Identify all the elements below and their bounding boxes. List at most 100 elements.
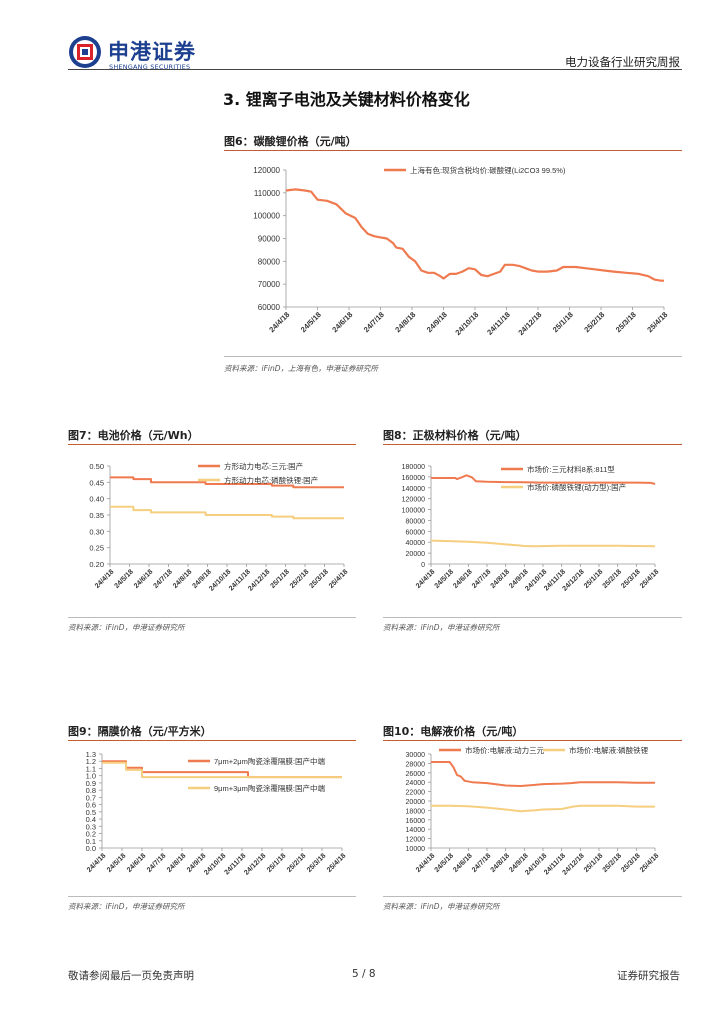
fig9-y-tick-label: 0.1 bbox=[86, 837, 96, 846]
fig7-x-tick-label: 25/3/18 bbox=[308, 568, 330, 590]
fig9-y-tick-label: 1.0 bbox=[86, 772, 96, 781]
fig7-x-tick-label: 24/6/18 bbox=[133, 568, 155, 590]
page-number: 5 / 8 bbox=[352, 968, 376, 980]
footer-disclaimer: 敬请参阅最后一页免责声明 bbox=[68, 970, 194, 982]
fig6-y-tick-label: 110000 bbox=[254, 189, 281, 198]
fig6-x-tick-label: 24/12/18 bbox=[516, 310, 543, 337]
fig10-legend-label-1: 市场价:电解液:磷酸铁锂 bbox=[569, 745, 649, 755]
fig10-x-tick-label: 25/2/18 bbox=[602, 852, 624, 874]
report-type-label: 电力设备行业研究周报 bbox=[565, 55, 680, 69]
fig9-y-tick-label: 0.7 bbox=[86, 793, 96, 802]
fig8-y-tick-label: 20000 bbox=[406, 551, 426, 558]
fig9-series-line-1 bbox=[102, 761, 342, 779]
fig10-y-tick-label: 24000 bbox=[406, 780, 426, 787]
fig8-y-tick-label: 120000 bbox=[402, 497, 425, 504]
fig8-x-tick-label: 25/1/18 bbox=[583, 568, 605, 590]
fig7-x-tick-label: 24/8/18 bbox=[172, 568, 194, 590]
fig9-bottom-rule bbox=[68, 896, 356, 897]
fig10-series-line-1 bbox=[431, 804, 655, 813]
fig7-y-tick-label: 0.35 bbox=[89, 511, 104, 520]
fig9-y-tick-label: 0.0 bbox=[86, 844, 96, 853]
fig8-x-tick-label: 24/6/18 bbox=[452, 568, 474, 590]
fig9-y-tick-label: 0.2 bbox=[86, 830, 96, 839]
fig10-x-tick-label: 24/8/18 bbox=[490, 852, 512, 874]
fig6-x-tick-label: 25/4/18 bbox=[645, 310, 669, 334]
fig8-x-tick-label: 24/8/18 bbox=[490, 568, 512, 590]
fig6-x-tick-label: 24/10/18 bbox=[453, 310, 480, 337]
fig10-y-tick-label: 14000 bbox=[406, 827, 426, 834]
fig7-legend-label-1: 方形动力电芯:磷酸铁锂:国产 bbox=[224, 475, 318, 485]
fig9-title: 图9：隔膜价格（元/平方米） bbox=[68, 725, 212, 738]
fig6-x-tick-label: 24/6/18 bbox=[330, 310, 354, 334]
fig10-x-tick-label: 24/4/18 bbox=[415, 852, 437, 874]
fig8-top-rule bbox=[383, 444, 682, 445]
fig10-x-tick-label: 24/6/18 bbox=[452, 852, 474, 874]
fig7-source: 资料来源：iFinD，申港证券研究所 bbox=[68, 623, 185, 632]
fig10-y-tick-label: 26000 bbox=[406, 771, 426, 778]
fig6-x-tick-label: 24/9/18 bbox=[425, 310, 449, 334]
fig10-x-tick-label: 24/7/18 bbox=[471, 852, 493, 874]
fig9-x-tick-label: 25/1/18 bbox=[266, 852, 288, 874]
company-name-cn: 申港证券 bbox=[108, 40, 196, 64]
fig8-title: 图8：正极材料价格（元/吨） bbox=[383, 429, 527, 442]
fig10-chart: 30000 28000 26000 24000 22000 20000 18000 16000… bbox=[406, 745, 661, 877]
fig6-y-tick-label: 60000 bbox=[258, 303, 281, 312]
fig7-x-tick-label: 24/5/18 bbox=[113, 568, 135, 590]
fig10-series-line-0 bbox=[431, 761, 655, 787]
fig9-y-tick-label: 0.3 bbox=[86, 822, 96, 831]
fig8-y-tick-label: 140000 bbox=[402, 486, 425, 493]
fig8-x-tick-label: 24/7/18 bbox=[471, 568, 493, 590]
fig8-y-tick-label: 40000 bbox=[406, 540, 426, 547]
fig8-chart: 180000 160000 140000 120000 100000 80000 60000… bbox=[402, 464, 661, 593]
fig7-top-rule bbox=[68, 444, 356, 445]
fig8-y-tick-label: 100000 bbox=[402, 508, 425, 515]
fig9-y-tick-label: 0.6 bbox=[86, 801, 96, 810]
fig6-y-tick-label: 80000 bbox=[258, 257, 281, 266]
fig10-y-tick-label: 28000 bbox=[406, 761, 426, 768]
fig9-y-tick-label: 0.9 bbox=[86, 779, 96, 788]
fig7-series-line-1 bbox=[110, 505, 344, 520]
fig8-x-tick-label: 25/2/18 bbox=[602, 568, 624, 590]
section-title: 3. 锂离子电池及关键材料价格变化 bbox=[223, 90, 470, 109]
fig9-x-tick-label: 24/12/18 bbox=[243, 852, 267, 876]
fig6-legend-label-0: 上海有色:现货含税均价:碳酸锂(Li2CO3 99.5%) bbox=[410, 165, 566, 175]
fig7-bottom-rule bbox=[68, 617, 356, 618]
fig9-x-tick-label: 24/6/18 bbox=[126, 852, 148, 874]
fig8-legend-label-1: 市场价:磷酸铁锂(动力型):国产 bbox=[527, 482, 626, 492]
fig8-bottom-rule bbox=[383, 617, 682, 618]
fig7-x-tick-label: 24/4/18 bbox=[94, 568, 116, 590]
fig9-y-tick-label: 0.5 bbox=[86, 808, 96, 817]
fig7-legend-label-0: 方形动力电芯:三元:国产 bbox=[224, 461, 303, 471]
fig6-bottom-rule bbox=[224, 356, 682, 357]
fig6-x-tick-label: 24/8/18 bbox=[393, 310, 417, 334]
fig7-y-tick-label: 0.30 bbox=[89, 527, 104, 536]
fig8-x-tick-label: 24/5/18 bbox=[434, 568, 456, 590]
fig10-y-tick-label: 22000 bbox=[406, 790, 426, 797]
fig10-top-rule bbox=[383, 740, 682, 741]
fig9-x-tick-label: 25/3/18 bbox=[306, 852, 328, 874]
fig6-y-tick-label: 120000 bbox=[253, 166, 280, 175]
fig10-legend-label-0: 市场价:电解液:动力三元 bbox=[465, 745, 545, 755]
fig8-series-line-1 bbox=[430, 539, 656, 548]
fig6-x-tick-label: 24/11/18 bbox=[485, 310, 512, 337]
company-logo-icon bbox=[69, 36, 101, 68]
fig7-series-line-0 bbox=[110, 476, 344, 489]
fig8-series-line-0 bbox=[431, 474, 656, 485]
fig8-x-tick-label: 25/4/18 bbox=[639, 568, 661, 590]
fig10-y-tick-label: 18000 bbox=[406, 808, 426, 815]
fig9-x-tick-label: 24/5/18 bbox=[106, 852, 128, 874]
header-divider bbox=[68, 69, 682, 70]
fig8-y-tick-label: 80000 bbox=[406, 518, 426, 525]
fig9-legend-label-1: 9μm+3μm陶瓷涂覆隔膜:国产中端 bbox=[214, 783, 325, 793]
fig7-y-tick-label: 0.50 bbox=[89, 462, 104, 471]
fig10-y-tick-label: 12000 bbox=[406, 837, 426, 844]
fig7-x-tick-label: 25/1/18 bbox=[269, 568, 291, 590]
fig9-x-tick-label: 24/8/18 bbox=[166, 852, 188, 874]
fig6-x-tick-label: 24/4/18 bbox=[267, 310, 291, 334]
fig9-top-rule bbox=[68, 740, 356, 741]
fig7-chart: 0.50 0.45 0.40 0.35 0.30 0.25 0.2024/4/1824/5/… bbox=[89, 461, 349, 593]
fig6-x-tick-label: 25/3/18 bbox=[614, 310, 638, 334]
fig7-y-tick-label: 0.20 bbox=[89, 560, 104, 569]
fig6-x-tick-label: 25/2/18 bbox=[582, 310, 606, 334]
fig8-source: 资料来源：iFinD，申港证券研究所 bbox=[383, 623, 500, 632]
